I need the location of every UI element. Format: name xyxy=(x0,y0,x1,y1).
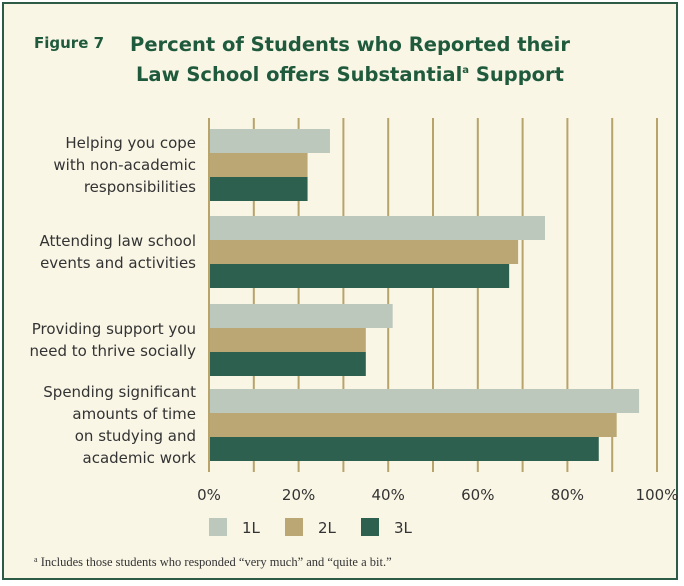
category-label: need to thrive socially xyxy=(30,342,197,360)
title-line-2-end: Support xyxy=(469,63,564,86)
category-label: Spending significant xyxy=(43,383,196,401)
category-label: on studying and xyxy=(75,427,196,445)
category-label: Helping you cope xyxy=(65,134,196,152)
title-superscript: a xyxy=(462,65,470,76)
bar-2l xyxy=(209,328,366,352)
bar-3l xyxy=(209,352,366,376)
bar-3l xyxy=(209,264,510,288)
legend-label: 3L xyxy=(394,519,413,537)
category-label: with non-academic xyxy=(53,156,196,174)
legend-swatch xyxy=(285,518,303,536)
legend-swatch xyxy=(361,518,379,536)
x-tick-label: 80% xyxy=(551,486,584,504)
figure-frame xyxy=(2,2,678,580)
bar-1l xyxy=(209,216,545,240)
title-line-2-text: Law School offers Substantial xyxy=(136,63,463,86)
footnote-text: Includes those students who responded “v… xyxy=(37,555,392,569)
x-tick-label: 0% xyxy=(197,486,221,504)
footnote: a Includes those students who responded … xyxy=(34,555,392,570)
title-line-2: Law School offers Substantiala Support xyxy=(120,58,580,88)
x-tick-label: 100% xyxy=(636,486,679,504)
x-tick-label: 40% xyxy=(372,486,405,504)
legend-swatch xyxy=(209,518,227,536)
figure-label: Figure 7 xyxy=(34,34,105,52)
bar-3l xyxy=(209,177,308,201)
title-line-1: Percent of Students who Reported their xyxy=(130,33,570,56)
legend-label: 2L xyxy=(318,519,337,537)
bar-1l xyxy=(209,389,640,413)
chart-title: Percent of Students who Reported their L… xyxy=(120,32,580,88)
bar-1l xyxy=(209,304,393,328)
bar-2l xyxy=(209,240,519,264)
category-label: events and activities xyxy=(40,254,196,272)
legend-label: 1L xyxy=(242,519,261,537)
category-label: responsibilities xyxy=(84,178,196,196)
bar-2l xyxy=(209,153,308,177)
bar-1l xyxy=(209,129,330,153)
category-label: amounts of time xyxy=(72,405,196,423)
category-label: Attending law school xyxy=(40,232,196,250)
bar-2l xyxy=(209,413,617,437)
x-tick-label: 60% xyxy=(461,486,494,504)
bar-3l xyxy=(209,437,599,461)
footnote-mark: a xyxy=(34,555,38,564)
x-tick-label: 20% xyxy=(282,486,315,504)
category-label: academic work xyxy=(83,449,197,467)
category-label: Providing support you xyxy=(32,320,196,338)
